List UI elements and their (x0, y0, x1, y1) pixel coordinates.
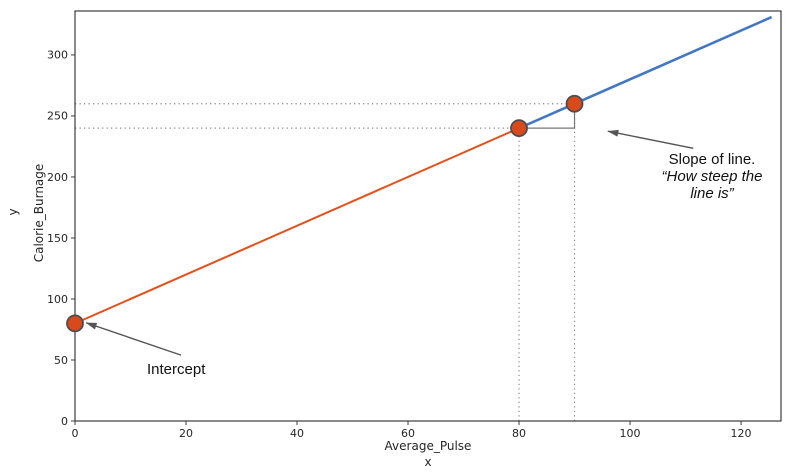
line-segment-before-slope (74, 127, 520, 325)
y-tick-label: 250 (47, 110, 68, 123)
plot-border (74, 10, 782, 422)
x-tick-label: 0 (72, 427, 79, 440)
y-tick-label: 50 (54, 354, 68, 367)
x-axis-secondary-label: x (424, 455, 432, 469)
y-tick-label: 300 (47, 49, 68, 62)
y-axis-secondary-label: y (6, 208, 20, 216)
y-tick-label: 100 (47, 293, 68, 306)
x-tick-label: 80 (512, 427, 526, 440)
data-point-marker (66, 314, 84, 333)
data-point-marker (510, 119, 528, 138)
slope-arrow (607, 129, 694, 149)
slope-annotation-line3: line is” (690, 185, 734, 202)
line-segment-after-slope (518, 15, 773, 130)
slope-annotation-line2: “How steep the (661, 168, 763, 185)
data-point-marker (565, 94, 584, 113)
intercept-annotation-text: Intercept (147, 361, 206, 378)
x-tick-label: 120 (731, 427, 752, 440)
x-tick-label: 40 (290, 427, 304, 440)
x-tick-label: 60 (401, 427, 415, 440)
intercept-arrow (85, 322, 182, 356)
y-axis-label: Calorie_Burnage (32, 163, 46, 263)
slope-annotation-line1: Slope of line. (668, 151, 756, 168)
y-tick-label: 150 (47, 232, 68, 245)
x-axis-label: Average_Pulse (384, 439, 472, 453)
slope-annotation: Slope of line. “How steep the line is” (641, 151, 783, 202)
y-tick-label: 200 (47, 171, 68, 184)
x-tick-label: 100 (620, 427, 641, 440)
intercept-annotation: Intercept (147, 361, 205, 378)
x-tick-label: 20 (179, 427, 193, 440)
y-tick-label: 0 (61, 415, 68, 428)
